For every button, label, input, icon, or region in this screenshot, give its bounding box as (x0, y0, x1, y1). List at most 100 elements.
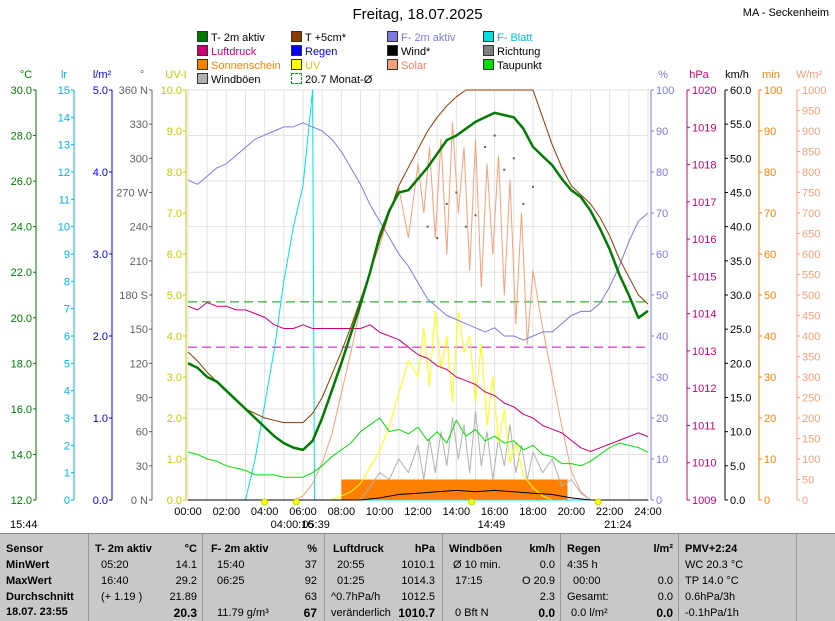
press-trend: ^0.7hPa/h (331, 591, 381, 603)
legend-item: Windböen (197, 73, 261, 86)
direction-point (503, 168, 506, 171)
y-tick-label-wind: 5.0 (730, 461, 745, 473)
y-tick-label-wind: 50.0 (730, 153, 751, 165)
x-tick-label: 22:00 (596, 506, 624, 518)
wind-avg-label: Ø 10 min. (453, 559, 501, 571)
y-tick-label-temp: 30.0 (11, 85, 32, 97)
y-tick-label-lr: 12 (58, 167, 70, 179)
legend-item: UV (291, 59, 320, 72)
direction-point (445, 202, 448, 205)
y-tick-label-rain: 1.0 (93, 413, 108, 425)
y-tick-label-uv: 1.0 (167, 454, 182, 466)
y-tick-label-solar: 200 (802, 413, 820, 425)
y-tick-label-dir: 120 (130, 358, 148, 370)
press-max-value: 1014.3 (401, 575, 435, 587)
y-tick-label-dir: 150 (130, 324, 148, 336)
legend-swatch (291, 45, 302, 56)
y-tick-label-press: 1015 (692, 271, 716, 283)
rain-unit: l/m² (653, 543, 673, 555)
rain-value: 0.0 (657, 575, 673, 587)
y-tick-label-solar: 150 (802, 434, 820, 446)
y-tick-label-solar: 750 (802, 188, 820, 200)
footer-col-sensor: Sensor MinWert MaxWert Durchschnitt 18.0… (0, 534, 88, 621)
legend-label: Solar (401, 60, 427, 72)
y-tick-label-uv: 4.0 (167, 331, 182, 343)
axis-unit-rain: l/m² (93, 69, 112, 81)
t2m-unit: °C (184, 543, 197, 555)
legend-swatch (483, 59, 494, 70)
press-title: Luftdruck (333, 543, 384, 555)
legend-item: Sonnenschein (197, 59, 281, 72)
series-line (188, 310, 648, 501)
y-tick-label-uv: 6.0 (167, 249, 182, 261)
legend-label: Wind* (401, 46, 431, 58)
legend-item: F- Blatt (483, 31, 532, 44)
direction-point (455, 191, 458, 194)
press-avg-value: 1012.5 (401, 591, 435, 603)
y-tick-label-hum: 30 (656, 372, 668, 384)
x-tick-label: 24:00 (634, 506, 662, 518)
y-tick-label-lr: 5 (64, 358, 70, 370)
y-tick-label-uv: 10.0 (161, 85, 182, 97)
y-tick-label-temp: 26.0 (11, 176, 32, 188)
y-tick-label-temp: 14.0 (11, 449, 32, 461)
y-tick-label-sun: 90 (764, 126, 776, 138)
legend-label: T- 2m aktiv (211, 32, 265, 44)
y-tick-label-sun: 80 (764, 167, 776, 179)
y-tick-label-dir: 180 S (119, 290, 148, 302)
summary-footer: Sensor MinWert MaxWert Durchschnitt 18.0… (0, 533, 835, 621)
y-tick-label-uv: 3.0 (167, 372, 182, 384)
x-tick-label: 06:00 (289, 506, 317, 518)
direction-point (493, 134, 496, 137)
y-tick-label-wind: 45.0 (730, 188, 751, 200)
press-min-time: 20:55 (337, 559, 365, 571)
y-tick-label-wind: 60.0 (730, 85, 751, 97)
legend-label: F- Blatt (497, 32, 533, 44)
y-tick-label-press: 1017 (692, 197, 716, 209)
pmv-title: PMV+2:24 (685, 543, 738, 555)
x-tick-label: 14:00 (443, 506, 471, 518)
y-tick-label-uv: 9.0 (167, 126, 182, 138)
legend-item: Solar (387, 59, 427, 72)
legend-item: Luftdruck (197, 45, 256, 58)
series-line (187, 302, 649, 452)
t2m-min-time: 05:20 (101, 559, 129, 571)
y-tick-label-wind: 55.0 (730, 119, 751, 131)
footer-header-avg: Durchschnitt (6, 591, 74, 603)
axis-unit-sun: min (762, 69, 780, 81)
legend-item: Regen (291, 45, 337, 58)
legend-label: Windböen (211, 74, 261, 86)
y-tick-label-hum: 90 (656, 126, 668, 138)
legend-swatch (197, 31, 208, 42)
axis-unit-press: hPa (689, 69, 709, 81)
rain-total-label: Gesamt: (567, 591, 609, 603)
sun-event-label: 21:24 (604, 519, 632, 531)
legend-item: Taupunkt (483, 59, 542, 72)
y-tick-label-rain: 4.0 (93, 167, 108, 179)
y-tick-label-press: 1009 (692, 495, 716, 507)
y-tick-label-solar: 950 (802, 106, 820, 118)
y-tick-label-uv: 8.0 (167, 167, 182, 179)
legend-label: Regen (305, 46, 338, 58)
y-tick-label-lr: 6 (64, 331, 70, 343)
f2m-min-value: 37 (304, 559, 317, 571)
legend-swatch (197, 45, 208, 56)
f2m-min-time: 15:40 (217, 559, 245, 571)
y-tick-label-hum: 50 (656, 290, 668, 302)
y-tick-label-hum: 0 (656, 495, 662, 507)
legend-swatch (291, 59, 302, 70)
wind-day-avg: 2.3 (539, 591, 555, 603)
footer-col-empty (796, 534, 835, 621)
y-tick-label-wind: 40.0 (730, 222, 751, 234)
y-tick-label-solar: 700 (802, 208, 820, 220)
y-tick-label-wind: 10.0 (730, 427, 751, 439)
y-tick-label-dir: 360 N (119, 85, 148, 97)
wind-avg-value: 0.0 (539, 559, 555, 571)
footer-col-f2m: F- 2m aktiv % 15:40 37 06:25 92 63 11.79… (202, 534, 325, 621)
y-tick-label-solar: 800 (802, 167, 820, 179)
y-tick-label-sun: 100 (764, 85, 782, 97)
press-min-value: 1010.1 (401, 559, 435, 571)
y-tick-label-dir: 240 (130, 222, 148, 234)
series-line (187, 122, 649, 341)
x-tick-label: 02:00 (213, 506, 241, 518)
